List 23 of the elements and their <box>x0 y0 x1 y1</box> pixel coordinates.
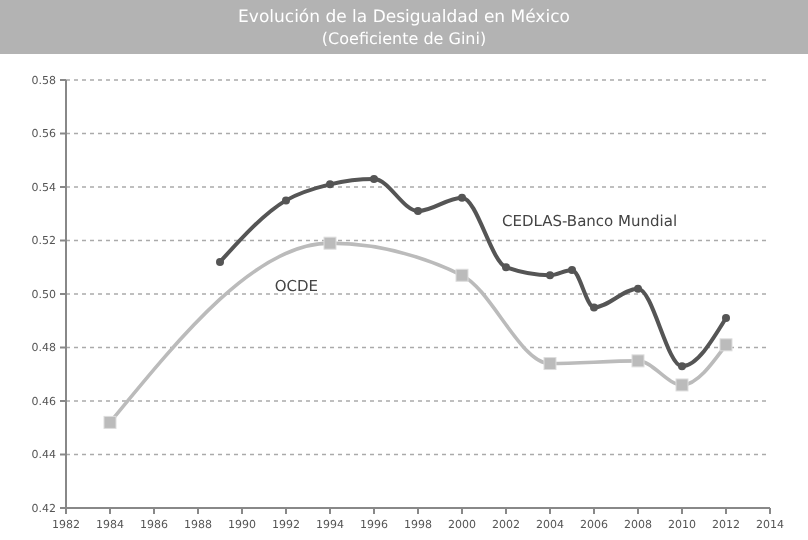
point <box>103 415 117 429</box>
point <box>370 174 378 183</box>
point <box>216 257 224 266</box>
chart-subtitle: (Coeficiente de Gini) <box>321 30 487 48</box>
point <box>678 362 686 371</box>
point <box>568 265 576 274</box>
point <box>326 180 334 189</box>
point <box>634 284 642 293</box>
point <box>458 193 466 202</box>
point <box>282 196 290 205</box>
line-series <box>216 174 730 371</box>
point <box>631 354 645 368</box>
point <box>502 263 510 272</box>
chart-title: Evolución de la Desigualdad en México <box>238 8 570 28</box>
point <box>675 378 689 392</box>
point <box>719 338 733 352</box>
point <box>455 268 469 282</box>
point <box>323 236 337 250</box>
point <box>546 271 554 280</box>
point <box>590 303 598 312</box>
point <box>543 357 557 371</box>
point <box>722 314 730 323</box>
point <box>414 207 422 216</box>
